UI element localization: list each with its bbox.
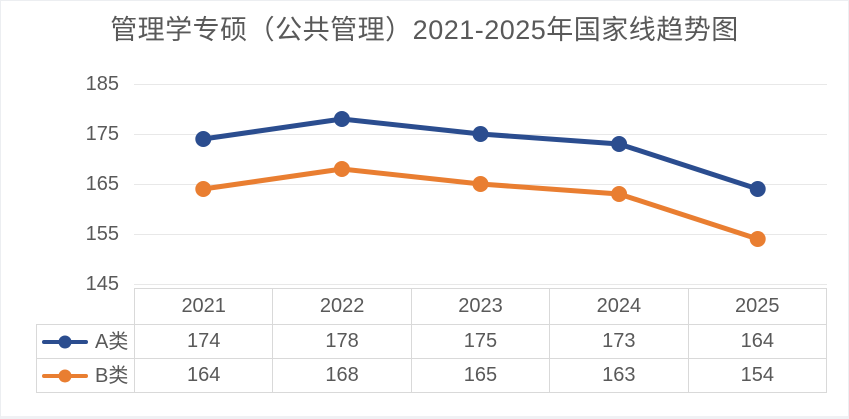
data-point-marker <box>333 161 350 177</box>
value-cell: 175 <box>410 324 551 359</box>
year-header-cell: 2023 <box>410 288 551 325</box>
year-header-cell: 2021 <box>133 288 274 325</box>
value-cell: 165 <box>410 358 551 393</box>
value-cell: 178 <box>272 324 412 359</box>
year-header-cell: 2025 <box>687 288 828 325</box>
y-axis-tick-label: 165 <box>85 173 119 195</box>
chart-title: 管理学专硕（公共管理）2021-2025年国家线趋势图 <box>110 15 739 45</box>
value-cell: 163 <box>549 358 689 393</box>
table-header-row: 2021 2022 2023 2024 2025 <box>37 288 828 325</box>
data-point-marker <box>749 231 766 247</box>
y-axis-tick-label: 185 <box>85 73 119 95</box>
legend-entry: B类 <box>37 366 134 386</box>
data-point-marker <box>611 136 628 152</box>
data-table: 2021 2022 2023 2024 2025 A类 174 178 175 173 164 B类 1… <box>36 288 828 393</box>
year-header-cell: 2024 <box>549 288 689 325</box>
data-point-marker <box>195 181 212 197</box>
data-point-marker <box>611 186 628 202</box>
legend-dot-icon <box>58 335 72 348</box>
legend-cell: B类 <box>36 358 135 393</box>
data-point-marker <box>472 176 489 192</box>
table-row: B类 164 168 165 163 154 <box>36 358 828 393</box>
value-cell: 174 <box>133 324 274 359</box>
legend-cell: A类 <box>36 324 135 359</box>
data-point-marker <box>472 126 489 142</box>
legend-entry: A类 <box>37 332 134 352</box>
legend-key-icon <box>42 334 88 349</box>
data-point-marker <box>333 111 350 127</box>
y-axis-tick-label: 155 <box>85 223 119 245</box>
year-header-cell: 2022 <box>272 288 412 325</box>
legend-dot-icon <box>58 369 72 382</box>
data-point-marker <box>195 131 212 147</box>
legend-label: A类 <box>95 330 129 353</box>
y-axis-tick-label: 175 <box>85 123 119 145</box>
value-cell: 168 <box>272 358 412 393</box>
legend-key-icon <box>42 368 88 383</box>
data-table-body: 2021 2022 2023 2024 2025 A类 174 178 175 173 164 B类 1… <box>36 288 828 393</box>
table-row: A类 174 178 175 173 164 <box>36 324 828 359</box>
value-cell: 154 <box>687 358 828 393</box>
value-cell: 173 <box>549 324 689 359</box>
value-cell: 164 <box>133 358 274 393</box>
y-axis-tick-label: 145 <box>85 273 119 295</box>
value-cell: 164 <box>687 324 828 359</box>
data-point-marker <box>749 181 766 197</box>
trend-line-chart <box>134 84 827 285</box>
legend-label: B类 <box>95 364 129 387</box>
table-corner-cell <box>37 289 135 325</box>
